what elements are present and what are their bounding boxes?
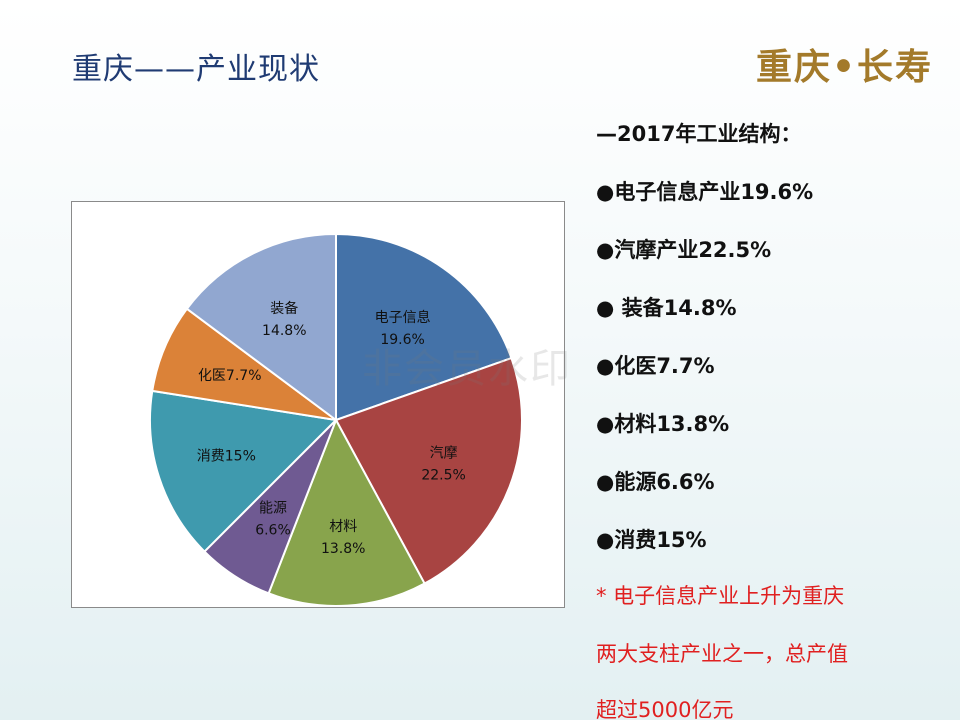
slice-value-label: 19.6% — [380, 332, 424, 348]
slice-label: 装备 — [270, 300, 298, 317]
list-heading: —2017年工业结构： — [596, 122, 802, 146]
logo: 重庆•长寿 — [756, 46, 934, 88]
pie-slice — [334, 356, 523, 585]
note-line: 超过5000亿元 — [596, 698, 734, 722]
slice-label: 电子信息 — [375, 309, 431, 326]
slice-value-label: 13.8% — [321, 541, 365, 557]
note-line: * 电子信息产业上升为重庆 — [596, 584, 845, 608]
list-item: ●能源6.6% — [596, 470, 715, 494]
slice-value-label: 14.8% — [262, 323, 306, 339]
slice-value-label: 22.5% — [421, 467, 465, 483]
slice-value-label: 6.6% — [255, 523, 291, 539]
slice-label: 材料 — [329, 519, 357, 535]
slice-label: 汽摩 — [430, 444, 458, 461]
list-item: ●材料13.8% — [596, 412, 730, 436]
list-item: ●化医7.7% — [596, 354, 715, 378]
slice-label: 化医7.7% — [198, 368, 262, 384]
list-item: ●消费15% — [596, 528, 707, 552]
slide-title: 重庆——产业现状 — [72, 52, 320, 87]
pie-slice — [267, 417, 426, 607]
pie-slice — [149, 389, 339, 553]
pie-chart: 电子信息 19.6% 汽摩 22.5% 材料 13.8% 能源 6.6% 消费15% 化医7.7%… — [71, 201, 565, 608]
list-item: ● 装备14.8% — [596, 296, 737, 320]
list-item: ●汽摩产业22.5% — [596, 238, 772, 262]
note-line: 两大支柱产业之一，总产值 — [596, 642, 848, 666]
slice-label: 能源 — [259, 501, 287, 517]
list-item: ●电子信息产业19.6% — [596, 180, 814, 204]
pie-chart-svg: 电子信息 19.6% 汽摩 22.5% 材料 13.8% 能源 6.6% 消费15% 化医7.7%… — [149, 232, 523, 607]
pie-slice — [185, 232, 337, 422]
slice-label: 消费15% — [197, 449, 256, 465]
